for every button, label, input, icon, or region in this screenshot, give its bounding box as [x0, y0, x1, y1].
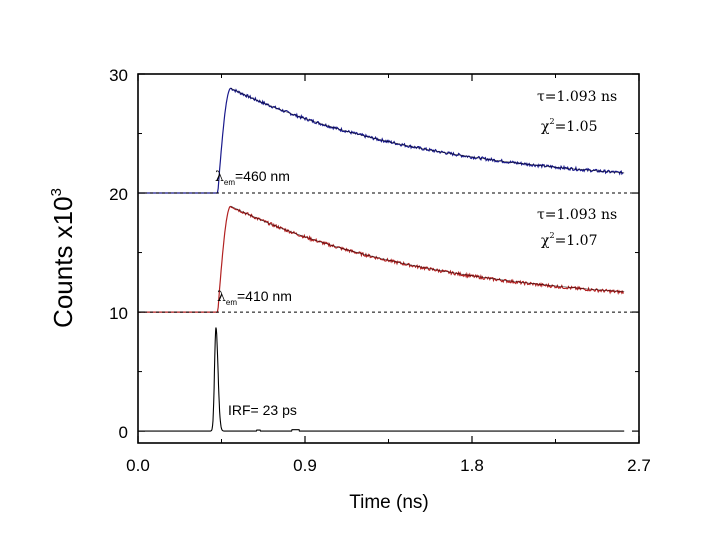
data-lines — [138, 87, 625, 432]
tau-label-410: τ=1.093 ns — [537, 207, 617, 223]
fit-curve-410 — [230, 205, 625, 292]
y-tick-label: 20 — [109, 185, 128, 204]
chi-label-410: χ2=1.07 — [541, 231, 597, 249]
x-tick-label: 1.8 — [460, 456, 484, 475]
irf-trace — [138, 327, 625, 432]
decay-trace-410 — [138, 205, 624, 313]
y-tick-label: 30 — [109, 66, 128, 85]
axis-ticks — [137, 73, 640, 443]
lambda-label-410: λem=410 nm — [217, 288, 292, 307]
x-tick-label: 0.0 — [126, 456, 150, 475]
tau-label-460: τ=1.093 ns — [537, 89, 617, 105]
lambda-label-460: λem=460 nm — [215, 168, 290, 187]
x-tick-label: 0.9 — [293, 456, 317, 475]
x-axis-title: Time (ns) — [349, 492, 429, 513]
decay-trace-460 — [138, 87, 624, 194]
y-tick-label: 0 — [119, 423, 128, 442]
y-tick-label: 10 — [109, 304, 128, 323]
fit-curve-460 — [230, 88, 625, 174]
chi-label-460: χ2=1.05 — [541, 117, 597, 135]
y-axis-title: Counts x103 — [48, 188, 78, 328]
irf-label: IRF= 23 ps — [228, 402, 297, 418]
x-tick-label: 2.7 — [627, 456, 651, 475]
